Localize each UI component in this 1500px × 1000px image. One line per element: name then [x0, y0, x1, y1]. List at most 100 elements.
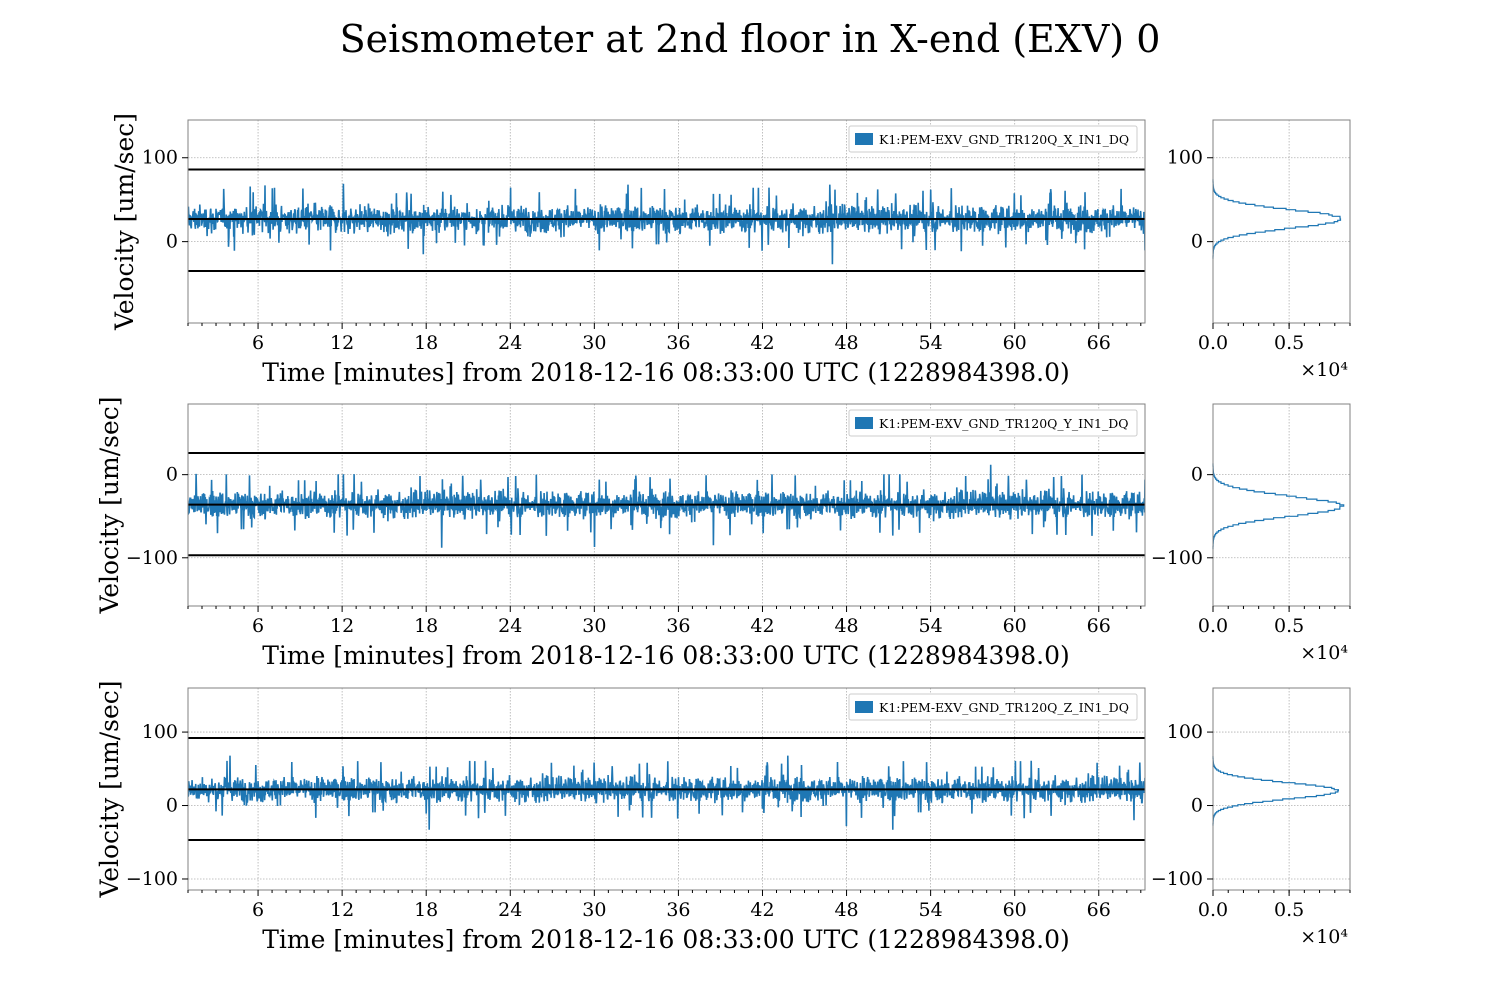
hist-multiplier-label: ×10⁴ [1300, 926, 1348, 948]
panel-z: 6 12 18 24 30 36 42 48 54 60 66 Time [minutes] from… [95, 680, 1351, 954]
x-tick-label: 42 [750, 332, 774, 354]
y-tick-label: 100 [142, 147, 178, 169]
y-tick-label: −100 [126, 868, 178, 890]
legend: K1:PEM-EXV_GND_TR120Q_Z_IN1_DQ [848, 693, 1138, 721]
x-tick-label: 30 [582, 899, 606, 921]
legend-swatch [855, 133, 873, 145]
y-tick-label: 0 [166, 231, 178, 253]
hist-frame [1212, 119, 1351, 324]
grid-lines [188, 688, 1145, 890]
grid-lines [188, 404, 1145, 606]
hist-y-tick-label: 0 [1191, 795, 1203, 817]
x-tick-label: 12 [330, 615, 354, 637]
series-line-x [188, 183, 1145, 265]
x-tick-label: 60 [1003, 615, 1027, 637]
histogram-steps [1212, 463, 1345, 550]
hist-y-tick-label: 100 [1167, 147, 1203, 169]
legend-box [848, 409, 1138, 437]
hist-frame [1212, 403, 1351, 607]
x-axis: 6 12 18 24 30 36 42 48 54 60 66 [187, 890, 1142, 921]
histogram-steps [1212, 179, 1342, 259]
legend: K1:PEM-EXV_GND_TR120Q_Y_IN1_DQ [848, 409, 1138, 437]
x-tick-label: 54 [919, 615, 943, 637]
x-tick-label: 66 [1087, 899, 1111, 921]
y-axis: 0 −100 [126, 464, 188, 569]
x-tick-label: 24 [498, 615, 522, 637]
x-axis-label: Time [minutes] from 2018-12-16 08:33:00 … [262, 641, 1070, 670]
plot-frame [187, 403, 1146, 607]
x-axis: 6 12 18 24 30 36 42 48 54 60 66 [187, 323, 1142, 354]
hist-y-tick-label: 0 [1191, 464, 1203, 486]
legend-swatch [855, 701, 873, 713]
legend: K1:PEM-EXV_GND_TR120Q_X_IN1_DQ [848, 125, 1138, 153]
hist-x-tick-label: 0.5 [1274, 899, 1304, 921]
legend-label: K1:PEM-EXV_GND_TR120Q_Y_IN1_DQ [879, 416, 1129, 431]
y-axis-label: Velocity [um/sec] [95, 680, 124, 898]
x-axis: 6 12 18 24 30 36 42 48 54 60 66 [187, 606, 1142, 637]
x-tick-label: 54 [919, 899, 943, 921]
legend-swatch [855, 417, 873, 429]
x-tick-label: 42 [750, 615, 774, 637]
hist-x-tick-label: 0.0 [1198, 332, 1228, 354]
x-tick-label: 42 [750, 899, 774, 921]
x-tick-label: 60 [1003, 332, 1027, 354]
x-tick-label: 24 [498, 899, 522, 921]
x-tick-label: 6 [252, 332, 264, 354]
figure-title: Seismometer at 2nd floor in X-end (EXV) … [340, 17, 1161, 61]
y-axis: 0 100 [142, 147, 188, 253]
hist-frame [1212, 687, 1351, 891]
series-line-y [188, 464, 1145, 548]
x-tick-label: 18 [414, 332, 438, 354]
hist-x-tick-label: 0.5 [1274, 615, 1304, 637]
x-axis-label: Time [minutes] from 2018-12-16 08:33:00 … [262, 925, 1070, 954]
y-tick-label: 0 [166, 795, 178, 817]
x-tick-label: 48 [834, 615, 858, 637]
x-tick-label: 18 [414, 615, 438, 637]
histogram-z: 0.0 0.5 0 100 −100 ×10⁴ [1151, 687, 1351, 948]
x-tick-label: 30 [582, 615, 606, 637]
x-tick-label: 36 [666, 899, 690, 921]
y-axis-label: Velocity [um/sec] [110, 113, 139, 331]
y-tick-label: 0 [166, 464, 178, 486]
x-tick-label: 36 [666, 615, 690, 637]
y-tick-label: 100 [142, 721, 178, 743]
x-tick-label: 54 [919, 332, 943, 354]
legend-label: K1:PEM-EXV_GND_TR120Q_X_IN1_DQ [879, 132, 1129, 147]
legend-box [848, 693, 1138, 721]
legend-box [848, 125, 1138, 153]
x-tick-label: 66 [1087, 615, 1111, 637]
x-tick-label: 60 [1003, 899, 1027, 921]
hist-y-tick-label: 0 [1191, 231, 1203, 253]
hist-multiplier-label: ×10⁴ [1300, 359, 1348, 381]
x-tick-label: 12 [330, 332, 354, 354]
y-tick-label: −100 [126, 547, 178, 569]
x-tick-label: 18 [414, 899, 438, 921]
x-tick-label: 66 [1087, 332, 1111, 354]
legend-label: K1:PEM-EXV_GND_TR120Q_Z_IN1_DQ [879, 700, 1129, 715]
x-tick-label: 48 [834, 332, 858, 354]
y-axis-label: Velocity [um/sec] [95, 396, 124, 614]
x-tick-label: 24 [498, 332, 522, 354]
hist-x-tick-label: 0.5 [1274, 332, 1304, 354]
histogram-x: 0.0 0.5 0 100 ×10⁴ [1167, 119, 1351, 381]
x-axis-label: Time [minutes] from 2018-12-16 08:33:00 … [262, 358, 1070, 387]
x-tick-label: 30 [582, 332, 606, 354]
panel-x: 6 12 18 24 30 36 42 48 54 60 66 Time [minutes] from… [110, 113, 1351, 387]
hist-y-tick-label: −100 [1151, 547, 1203, 569]
hist-x-tick-label: 0.0 [1198, 899, 1228, 921]
hist-multiplier-label: ×10⁴ [1300, 642, 1348, 664]
x-tick-label: 6 [252, 899, 264, 921]
panel-y: 6 12 18 24 30 36 42 48 54 60 66 Time [minutes] from… [95, 396, 1351, 670]
x-tick-label: 12 [330, 899, 354, 921]
plot-frame [187, 687, 1146, 891]
hist-y-tick-label: −100 [1151, 868, 1203, 890]
histogram-steps [1212, 756, 1339, 826]
hist-y-tick-label: 100 [1167, 721, 1203, 743]
x-tick-label: 48 [834, 899, 858, 921]
plot-frame [187, 119, 1146, 324]
histogram-y: 0.0 0.5 0 −100 ×10⁴ [1151, 403, 1351, 664]
x-tick-label: 36 [666, 332, 690, 354]
hist-x-tick-label: 0.0 [1198, 615, 1228, 637]
